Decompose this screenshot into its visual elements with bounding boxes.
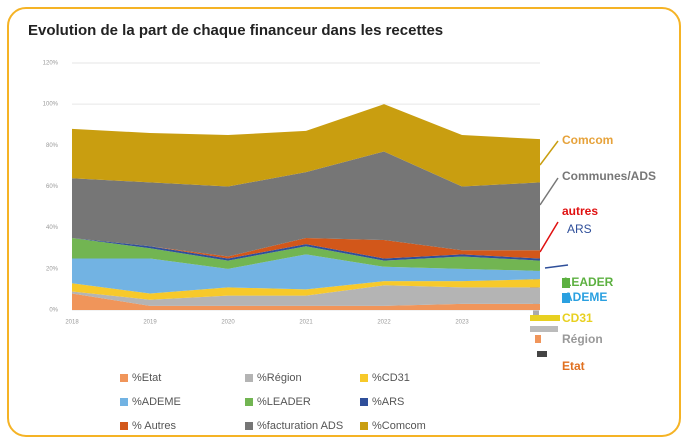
x-tick-label: 2022: [377, 320, 391, 326]
legend-label: % Autres: [132, 420, 177, 432]
legend-swatch: [120, 374, 128, 382]
annotation: ADEME: [564, 290, 607, 304]
x-tick-label: 2023: [455, 320, 469, 326]
legend-label: %CD31: [372, 372, 410, 384]
legend-swatch: [360, 422, 368, 430]
legend-swatch: [360, 374, 368, 382]
y-tick-label: 120%: [43, 61, 59, 67]
x-tick-label: 2019: [143, 320, 157, 326]
area: [72, 254, 540, 294]
legend-label: %LEADER: [257, 396, 311, 408]
legend-label: %Comcom: [372, 420, 426, 432]
legend-label: %Région: [257, 372, 302, 384]
legend-label: %Etat: [132, 372, 161, 384]
area: [72, 104, 540, 187]
annotation: LEADER: [564, 275, 614, 289]
legend-swatch: [120, 398, 128, 406]
annotation: Communes/ADS: [562, 169, 656, 183]
legend-label: %facturation ADS: [257, 420, 343, 432]
y-tick-label: 40%: [46, 225, 59, 231]
area: [72, 151, 540, 257]
legend-swatch: [245, 374, 253, 382]
legend-swatch: [245, 422, 253, 430]
chart-title: Evolution de la part de chaque financeur…: [28, 22, 443, 39]
legend-label: %ADEME: [132, 396, 181, 408]
area: [72, 237, 540, 271]
x-tick-label: 2018: [65, 320, 79, 326]
area: [72, 237, 540, 259]
annotation: Etat: [562, 359, 585, 373]
y-tick-label: 100%: [43, 102, 59, 108]
annotation: Région: [562, 332, 603, 346]
legend-swatch: [245, 398, 253, 406]
area: [72, 237, 540, 261]
y-tick-label: 80%: [46, 143, 59, 149]
y-tick-label: 20%: [46, 266, 59, 272]
area: [72, 279, 540, 300]
annotation: ARS: [567, 222, 592, 236]
annotation: autres: [562, 204, 598, 218]
legend-swatch: [360, 398, 368, 406]
annotation: Comcom: [562, 133, 613, 147]
annotation: CD31: [562, 311, 593, 325]
legend-swatch: [120, 422, 128, 430]
x-tick-label: 2021: [299, 320, 313, 326]
y-tick-label: 60%: [46, 184, 59, 190]
x-tick-label: 2020: [221, 320, 235, 326]
y-tick-label: 0%: [49, 308, 58, 314]
legend-label: %ARS: [372, 396, 404, 408]
